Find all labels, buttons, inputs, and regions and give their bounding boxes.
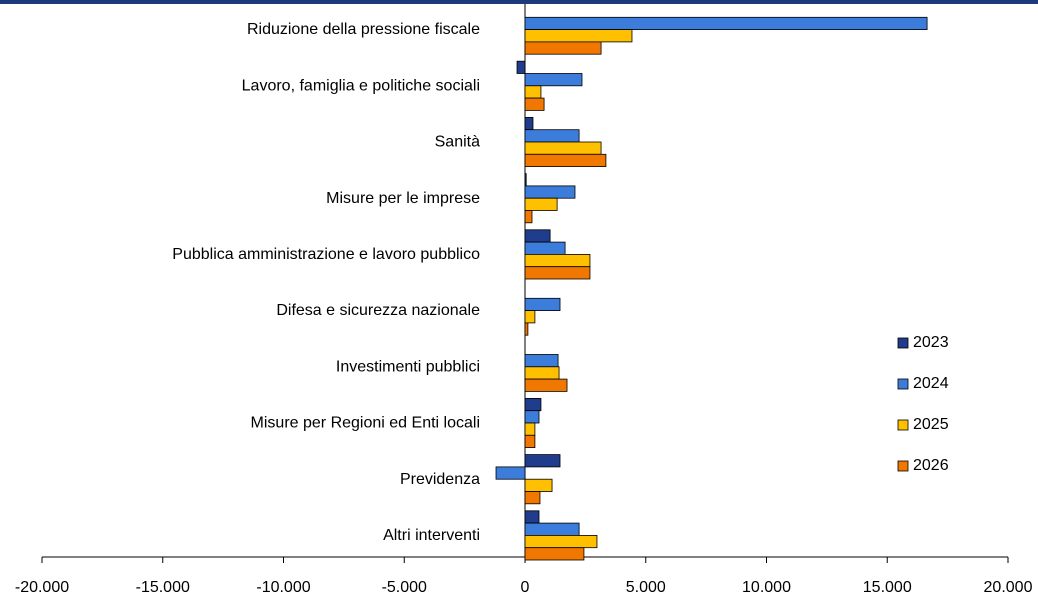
bar: [524, 229, 551, 243]
bar: [524, 478, 553, 492]
x-tick-label: 10.000: [742, 579, 791, 596]
category-label: Difesa e sicurezza nazionale: [276, 302, 480, 319]
top-band: [0, 0, 1038, 4]
bar: [524, 547, 585, 561]
bar: [524, 535, 598, 549]
x-tick-label: 0: [521, 579, 530, 596]
x-tick-label: -15.000: [136, 579, 190, 596]
bar: [524, 197, 558, 211]
bar: [524, 310, 536, 324]
x-tick-label: -5.000: [382, 579, 427, 596]
bar: [524, 16, 928, 30]
category-label: Investimenti pubblici: [336, 358, 480, 375]
legend-label: 2026: [913, 457, 949, 474]
bar: [524, 366, 560, 380]
bar: [524, 510, 540, 524]
x-tick-label: -10.000: [256, 579, 310, 596]
bar: [524, 117, 534, 131]
bar: [524, 241, 566, 255]
bar: [524, 141, 602, 155]
bar: [524, 454, 561, 468]
category-label: Sanità: [435, 134, 480, 151]
bar: [524, 434, 536, 448]
bar: [524, 210, 533, 224]
bar: [524, 173, 527, 187]
category-label: Altri interventi: [383, 527, 480, 544]
legend-swatch: [897, 419, 909, 431]
category-label: Misure per Regioni ed Enti locali: [251, 415, 480, 432]
bar: [524, 322, 529, 336]
legend-label: 2023: [913, 334, 949, 351]
bar: [524, 41, 602, 55]
bar: [524, 297, 561, 311]
x-tick-label: 20.000: [984, 579, 1033, 596]
category-label: Previdenza: [400, 471, 480, 488]
bar: [524, 397, 542, 412]
bar: [524, 29, 633, 43]
category-label: Riduzione della pressione fiscale: [247, 21, 480, 38]
bar: [524, 97, 545, 111]
legend-label: 2024: [913, 375, 949, 392]
legend-swatch: [897, 460, 909, 472]
category-label: Lavoro, famiglia e politiche sociali: [242, 77, 480, 94]
bar: [524, 378, 568, 392]
bar: [524, 253, 591, 268]
bar: [524, 491, 541, 505]
bar: [524, 410, 540, 424]
category-label: Pubblica amministrazione e lavoro pubbli…: [172, 246, 480, 263]
bar: [495, 466, 526, 480]
bar: [524, 422, 536, 436]
bar: [524, 129, 580, 143]
x-tick-label: -20.000: [15, 579, 69, 596]
bar: [524, 522, 580, 536]
bar: [524, 185, 576, 199]
legend-label: 2025: [913, 416, 949, 433]
bar: [524, 73, 583, 87]
bar: [524, 354, 559, 368]
x-tick-label: 15.000: [863, 579, 912, 596]
bar: [516, 60, 526, 74]
legend-swatch: [897, 337, 909, 349]
bar: [524, 85, 542, 99]
x-tick-label: 5.000: [626, 579, 666, 596]
bar: [524, 153, 607, 168]
bar: [524, 266, 591, 280]
category-label: Misure per le imprese: [326, 190, 480, 207]
legend-swatch: [897, 378, 909, 390]
